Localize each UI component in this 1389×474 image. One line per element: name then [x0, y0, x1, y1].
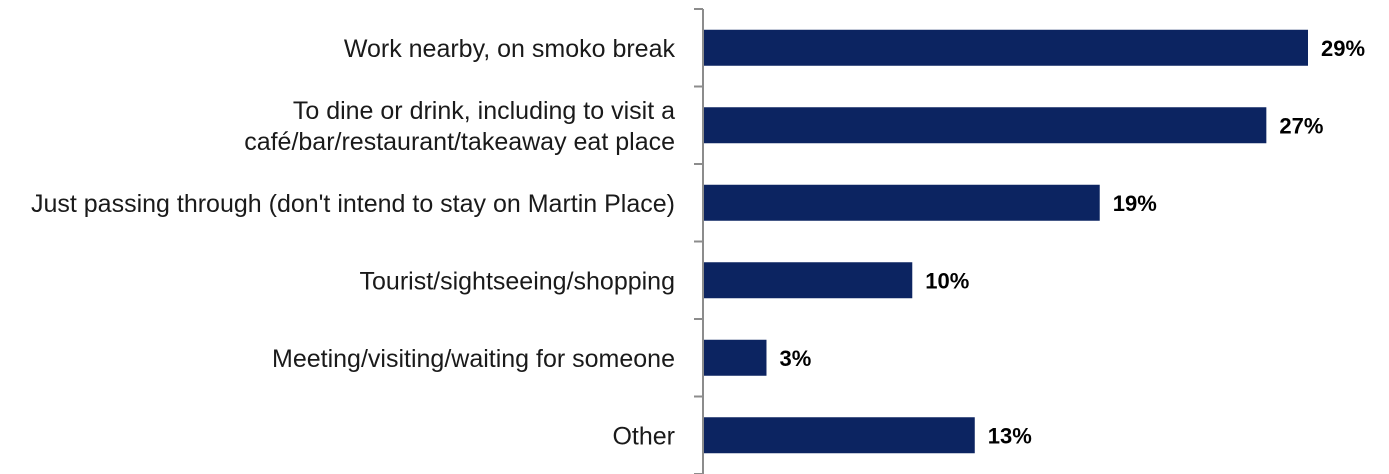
- category-label: Meeting/visiting/waiting for someone: [272, 345, 675, 373]
- bar: [704, 339, 767, 376]
- bar-value-label: 10%: [925, 268, 969, 293]
- category-labels: Work nearby, on smoko break To dine or dr…: [31, 35, 676, 451]
- bar: [704, 417, 975, 454]
- bar-value-label: 3%: [779, 346, 811, 371]
- category-label-line: Meeting/visiting/waiting for someone: [272, 345, 675, 373]
- bars-layer: [704, 29, 1308, 454]
- value-labels: 29% 27% 19% 10% 3% 13%: [779, 36, 1365, 449]
- category-label-line: Tourist/sightseeing/shopping: [360, 267, 675, 295]
- category-label: Work nearby, on smoko break: [344, 35, 676, 63]
- y-axis: [694, 8, 704, 474]
- bar: [704, 184, 1100, 221]
- category-label: Just passing through (don't intend to st…: [31, 190, 675, 218]
- bar: [704, 29, 1308, 66]
- category-label: To dine or drink, including to visit a ca…: [244, 97, 675, 156]
- category-label-line: Just passing through (don't intend to st…: [31, 190, 675, 218]
- bar-value-label: 13%: [988, 423, 1032, 448]
- category-label-line: café/bar/restaurant/takeaway eat place: [244, 128, 675, 156]
- category-label-line: Work nearby, on smoko break: [344, 35, 676, 63]
- bar-value-label: 19%: [1113, 191, 1157, 216]
- category-label: Tourist/sightseeing/shopping: [360, 267, 675, 295]
- category-label: Other: [612, 422, 675, 450]
- bar-value-label: 29%: [1321, 36, 1365, 61]
- bar: [704, 262, 913, 299]
- bar-value-label: 27%: [1279, 113, 1323, 138]
- category-label-line: Other: [612, 422, 675, 450]
- bar: [704, 107, 1267, 144]
- category-label-line: To dine or drink, including to visit a: [293, 97, 675, 125]
